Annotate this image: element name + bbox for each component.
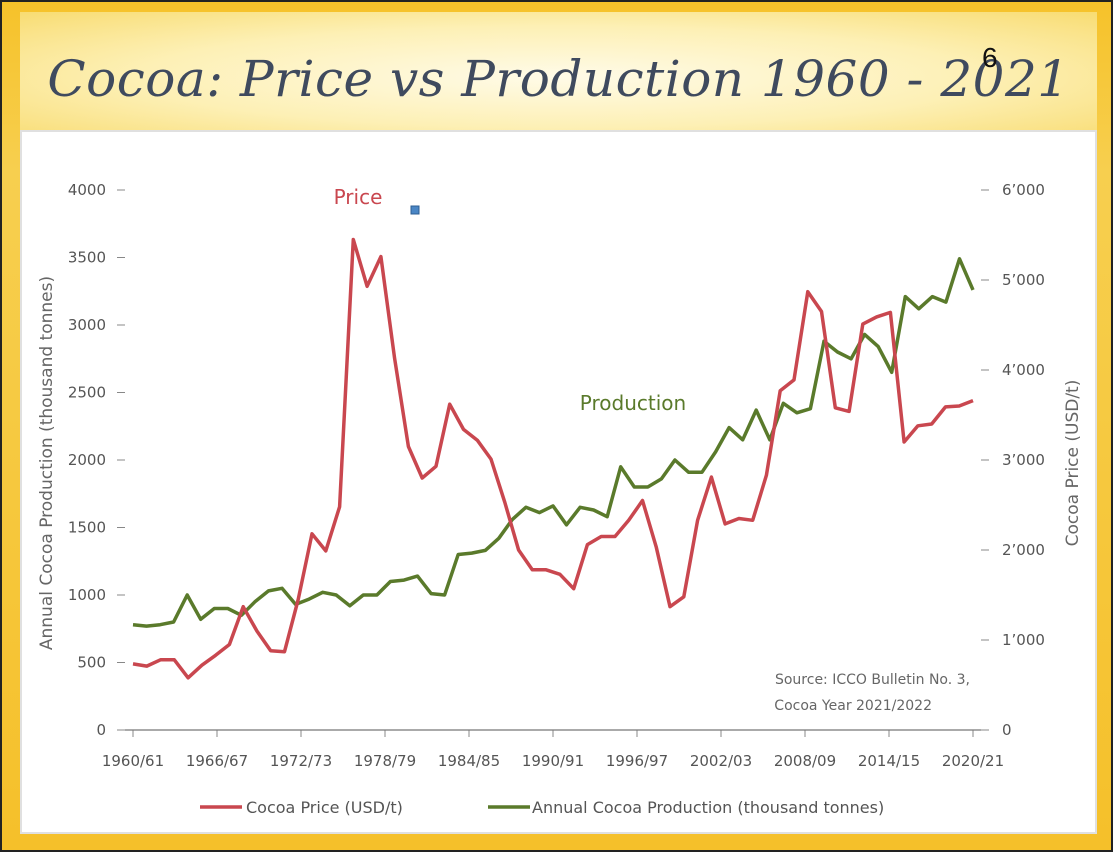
source-line-1: Source: ICCO Bulletin No. 3, [775,672,970,688]
slide-title: Cocoa: Price vs Production 1960 - 2021 [47,50,1070,108]
right-axis-title: Cocoa Price (USD/t) [1063,380,1083,547]
left-tick-label: 3000 [68,316,106,334]
right-tick-label: 2’000 [1002,541,1045,559]
price-series-line [132,237,974,680]
x-axis-ticks: 1960/61 1966/67 1972/73 1978/79 1984/85 1990/… [102,730,1004,770]
right-tick-label: 3’000 [1002,451,1045,469]
title-band: Cocoa: Price vs Production 1960 - 2021 6 [20,12,1097,130]
left-tick-label: 2500 [68,384,106,402]
chart-svg: 0 500 1000 1500 2000 2500 3000 3500 4000 0 1’000 2… [37,181,1083,817]
legend: Cocoa Price (USD/t) Annual Cocoa Product… [200,798,884,817]
legend-price-label: Cocoa Price (USD/t) [246,798,403,817]
footnote-marker: 6 [982,42,998,73]
right-tick-label: 0 [1002,721,1012,739]
left-tick-label: 4000 [68,181,106,199]
left-tick-label: 0 [96,721,106,739]
right-tick-label: 1’000 [1002,631,1045,649]
legend-production-label: Annual Cocoa Production (thousand tonnes… [532,798,884,817]
x-tick-label: 1990/91 [522,752,584,770]
left-tick-label: 500 [77,654,106,672]
x-tick-label: 1984/85 [438,752,500,770]
x-tick-label: 2002/03 [690,752,752,770]
left-axis-ticks: 0 500 1000 1500 2000 2500 3000 3500 4000 [68,181,125,739]
x-tick-label: 1978/79 [354,752,416,770]
x-tick-label: 2008/09 [774,752,836,770]
x-tick-label: 2014/15 [858,752,920,770]
right-tick-label: 4’000 [1002,361,1045,379]
chart-panel: 0 500 1000 1500 2000 2500 3000 3500 4000 0 1’000 2… [20,130,1097,834]
left-axis-title: Annual Cocoa Production (thousand tonnes… [37,276,57,650]
production-series-line [132,257,975,628]
right-axis-ticks: 0 1’000 2’000 3’000 4’000 5’000 6’000 [981,181,1045,739]
right-tick-label: 5’000 [1002,271,1045,289]
x-tick-label: 1966/67 [186,752,248,770]
source-line-2: Cocoa Year 2021/2022 [774,698,932,714]
x-tick-label: 1972/73 [270,752,332,770]
price-annotation: Price [334,185,383,209]
x-tick-label: 2020/21 [942,752,1004,770]
x-tick-label: 1960/61 [102,752,164,770]
left-tick-label: 3500 [68,249,106,267]
marker-square [410,205,420,215]
x-tick-label: 1996/97 [606,752,668,770]
right-tick-label: 6’000 [1002,181,1045,199]
left-tick-label: 2000 [68,451,106,469]
production-annotation: Production [580,391,686,415]
left-tick-label: 1000 [68,586,106,604]
left-tick-label: 1500 [68,519,106,537]
